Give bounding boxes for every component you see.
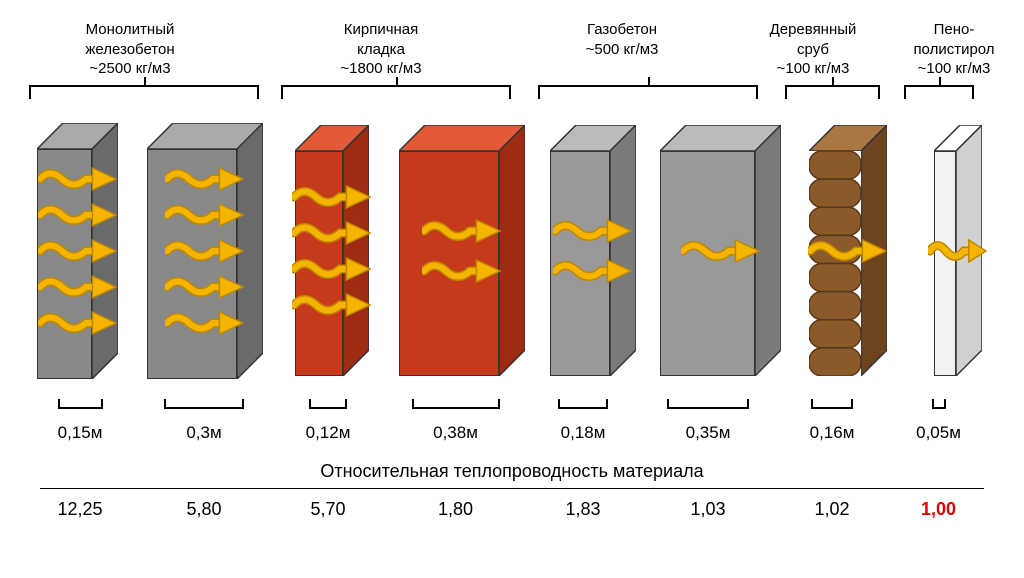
group-bracket (281, 85, 511, 99)
conductivity-value: 5,70 (268, 499, 388, 520)
thickness-label: 0,3м (140, 423, 268, 443)
thickness-measure (523, 399, 643, 419)
divider (40, 488, 984, 489)
conductivity-value: 1,83 (523, 499, 643, 520)
bracket-row (10, 85, 1014, 103)
thickness-label: 0,15м (20, 423, 140, 443)
thickness-measure (268, 399, 388, 419)
thickness-measure (140, 399, 268, 419)
conductivity-values-row: 12,255,805,701,801,831,031,021,00 (10, 499, 1014, 520)
thickness-measure-row (10, 399, 1014, 419)
material-header: Пено-полистирол~100 кг/м3 (904, 20, 1004, 79)
material-slab (20, 123, 135, 379)
thickness-label: 0,38м (388, 423, 523, 443)
material-header: Газобетон~500 кг/м3 (522, 20, 722, 79)
conductivity-value: 1,00 (891, 499, 986, 520)
material-slab (659, 125, 784, 376)
material-slab (398, 125, 528, 376)
conductivity-value: 1,80 (388, 499, 523, 520)
thickness-label: 0,18м (523, 423, 643, 443)
thickness-measure (388, 399, 523, 419)
material-slab (535, 125, 650, 376)
slab-diagram-row (10, 111, 1014, 391)
material-header: Монолитныйжелезобетон~2500 кг/м3 (20, 20, 240, 79)
group-bracket (29, 85, 259, 99)
conductivity-value: 5,80 (140, 499, 268, 520)
thickness-measure (643, 399, 773, 419)
thickness-label: 0,12м (268, 423, 388, 443)
group-bracket (538, 85, 758, 99)
material-header: Деревянныйсруб~100 кг/м3 (758, 20, 868, 79)
thickness-measure (20, 399, 140, 419)
thickness-label: 0,05м (891, 423, 986, 443)
material-headers-row: Монолитныйжелезобетон~2500 кг/м3 Кирпична… (10, 20, 1014, 79)
material-slab (143, 123, 266, 379)
caption: Относительная теплопроводность материала (10, 461, 1014, 482)
conductivity-value: 1,03 (643, 499, 773, 520)
group-bracket (904, 85, 974, 99)
material-slab (791, 125, 904, 376)
thickness-label: 0,16м (773, 423, 891, 443)
thickness-measure (891, 399, 986, 419)
conductivity-value: 12,25 (20, 499, 140, 520)
material-slab (913, 125, 1004, 376)
material-header: Кирпичнаякладка~1800 кг/м3 (276, 20, 486, 79)
thickness-label: 0,35м (643, 423, 773, 443)
thickness-measure (773, 399, 891, 419)
conductivity-value: 1,02 (773, 499, 891, 520)
thickness-labels-row: 0,15м0,3м0,12м0,38м0,18м0,35м0,16м0,05м (10, 423, 1014, 443)
material-slab (274, 125, 389, 376)
group-bracket (785, 85, 880, 99)
